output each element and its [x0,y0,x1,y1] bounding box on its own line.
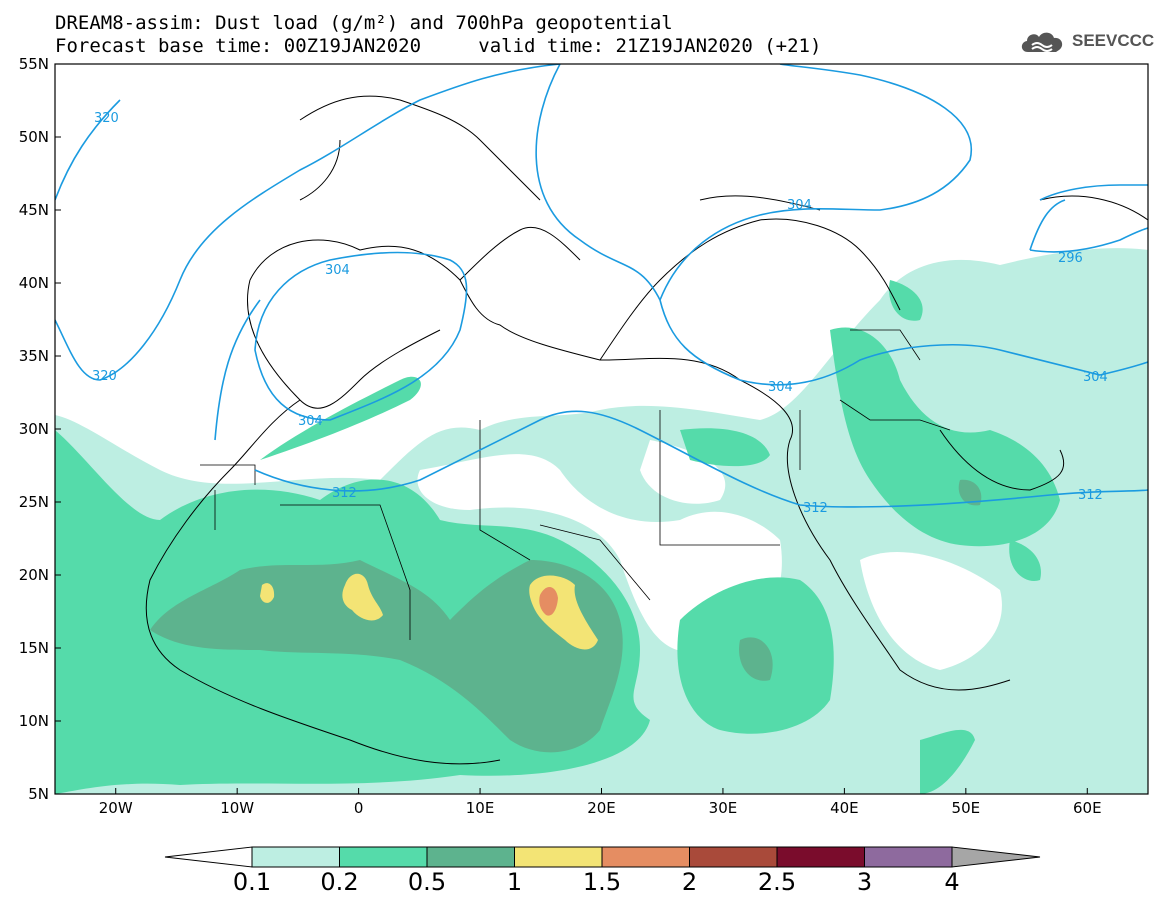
contour-label: 304 [325,263,350,278]
contour-label: 312 [1078,488,1103,503]
lat-label: 10N [18,712,49,730]
contour-label: 304 [1083,370,1108,385]
colorbar-label: 1 [506,868,523,896]
colorbar-label: 4 [944,868,960,896]
lon-label: 20E [587,799,616,817]
colorbar-label: 3 [856,868,873,896]
contour-labels: 320 320 304 304 312 304 304 312 296 304 … [92,111,1108,516]
geopotential-contours [55,64,1148,508]
lat-label: 55N [18,55,49,73]
seevccc-logo: SEEVCCC [1018,28,1154,54]
colorbar-label: 1.5 [582,868,622,896]
contour-label: 304 [768,380,793,395]
colorbar-label: 2 [681,868,698,896]
lon-label: 10E [465,799,495,817]
cloud-icon [1021,32,1063,52]
contour-label: 304 [787,198,812,213]
chart-title: DREAM8-assim: Dust load (g/m²) and 700hP… [55,12,673,34]
lat-label: 40N [18,274,49,292]
contour-label: 320 [94,111,119,126]
colorbar [164,846,1041,868]
lat-label: 45N [18,201,49,219]
valid-time: valid time: 21Z19JAN2020 (+21) [478,35,822,57]
lon-label: 10W [220,799,255,817]
dust-field [55,64,1148,794]
contour-label: 312 [332,486,357,501]
lon-label: 60E [1072,799,1102,817]
lat-label: 15N [18,639,49,657]
colorbar-label: 2.5 [757,868,797,896]
clear-area-sahara [417,440,1002,670]
colorbar-segment [864,846,953,868]
colorbar-segment [426,846,515,868]
lon-label: 0 [353,799,364,817]
logo-text: SEEVCCC [1072,31,1155,50]
contour-label: 312 [803,501,828,516]
lat-label: 50N [18,128,49,146]
base-time: Forecast base time: 00Z19JAN2020 [55,35,422,57]
lon-label: 40E [830,799,859,817]
contour-label: 320 [92,369,117,384]
lat-label: 35N [18,347,49,365]
lon-label: 30E [708,799,738,817]
borders [200,329,951,640]
colorbar-label: 0.2 [320,868,359,896]
axis-ticks [55,63,1088,795]
contour-label: 296 [1058,251,1083,266]
lon-label: 20W [98,799,133,817]
colorbar-label: 0.1 [232,868,272,896]
lat-label: 25N [18,493,49,511]
colorbar-segment [689,846,778,868]
colorbar-arrow-high [951,846,1041,868]
coastlines [145,95,1148,765]
chart-subtitle: Forecast base time: 00Z19JAN2020 valid t… [55,35,821,57]
contour-label: 304 [298,414,323,429]
colorbar-segment [601,846,690,868]
colorbar-segment [339,846,428,868]
lat-label: 5N [28,785,49,803]
colorbar-arrow-low [164,846,253,868]
colorbar-label: 0.5 [407,868,447,896]
dust-level-0.5 [150,479,982,753]
lat-label: 20N [18,566,49,584]
dust-level-1.5 [539,587,558,616]
colorbar-segment [514,846,603,868]
colorbar-segment [776,846,865,868]
lat-label: 30N [18,420,49,438]
colorbar-segment [251,846,340,868]
lon-label: 50E [951,799,981,817]
